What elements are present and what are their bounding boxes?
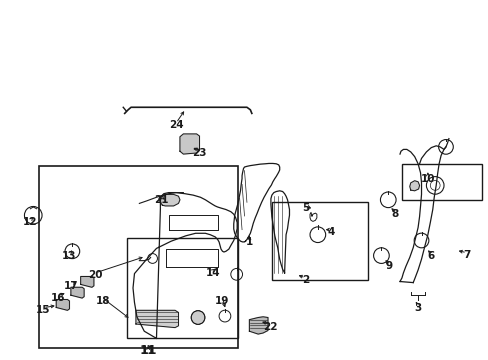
Text: 4: 4 — [327, 227, 335, 237]
Text: 20: 20 — [88, 270, 102, 280]
Polygon shape — [159, 194, 180, 206]
Bar — [271, 202, 367, 280]
Text: 14: 14 — [205, 268, 220, 278]
Text: 23: 23 — [192, 148, 206, 158]
Text: 21: 21 — [154, 195, 168, 205]
Bar — [401, 164, 481, 200]
Text: 12: 12 — [23, 217, 38, 228]
Circle shape — [191, 311, 204, 324]
Polygon shape — [136, 310, 178, 328]
Text: 17: 17 — [63, 281, 78, 291]
Text: 24: 24 — [168, 120, 183, 130]
Text: 5: 5 — [302, 203, 308, 213]
Text: 8: 8 — [391, 209, 398, 219]
Polygon shape — [249, 317, 267, 334]
Text: 11: 11 — [141, 346, 155, 356]
Bar — [127, 238, 238, 338]
Text: 3: 3 — [414, 303, 421, 313]
Bar — [39, 166, 238, 348]
Polygon shape — [81, 276, 94, 287]
Polygon shape — [409, 181, 419, 191]
Text: 1: 1 — [245, 237, 252, 247]
Polygon shape — [180, 134, 199, 154]
Text: 16: 16 — [50, 293, 65, 303]
Text: 11: 11 — [139, 345, 157, 357]
Polygon shape — [56, 300, 69, 310]
Text: 10: 10 — [420, 174, 434, 184]
Text: 2: 2 — [302, 275, 308, 285]
Text: 18: 18 — [95, 296, 110, 306]
Text: 22: 22 — [262, 322, 277, 332]
Text: 6: 6 — [427, 251, 434, 261]
Text: 13: 13 — [62, 251, 77, 261]
Polygon shape — [71, 287, 84, 298]
Text: 19: 19 — [215, 296, 229, 306]
Text: 9: 9 — [385, 261, 391, 271]
Text: 15: 15 — [36, 305, 50, 315]
Text: 7: 7 — [462, 250, 470, 260]
